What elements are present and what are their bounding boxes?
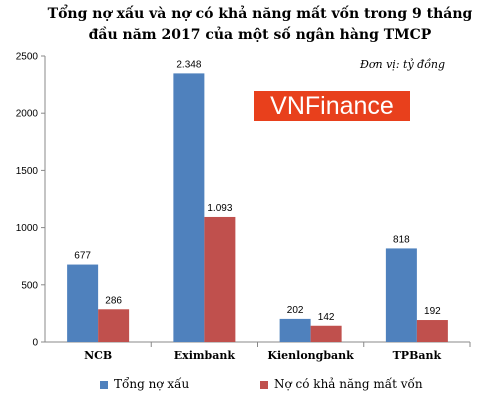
data-label: 677 — [74, 251, 91, 262]
chart-title: Tổng nợ xấu và nợ có khả năng mất vốn tr… — [47, 6, 473, 43]
bar-tong-no-xau — [67, 264, 99, 342]
bar-no-mat-von — [310, 325, 342, 342]
y-tick-label: 2500 — [16, 52, 39, 63]
data-label: 202 — [287, 305, 304, 316]
y-tick-label: 1000 — [16, 223, 39, 234]
data-label: 286 — [105, 295, 122, 306]
data-label: 2.348 — [176, 59, 201, 70]
bar-tong-no-xau — [279, 318, 311, 342]
bar-tong-no-xau — [385, 248, 417, 342]
vnfinance-logo: VNFinance — [254, 91, 410, 121]
legend-swatch-2 — [260, 380, 268, 389]
bar-no-mat-von — [204, 216, 236, 342]
x-category-label: TPBank — [393, 349, 442, 362]
y-tick-label: 2000 — [16, 109, 39, 120]
x-category-label: NCB — [84, 349, 112, 362]
bar-no-mat-von — [416, 320, 448, 342]
data-label: 818 — [393, 234, 410, 245]
legend-swatch-1 — [100, 380, 108, 389]
legend-label-2: Nợ có khả năng mất vốn — [274, 377, 423, 391]
x-category-label: Kienlongbank — [267, 349, 354, 362]
unit-note: Đơn vị: tỷ đồng — [360, 58, 446, 71]
legend-label-1: Tổng nợ xấu — [114, 377, 190, 391]
y-tick-label: 500 — [21, 280, 38, 291]
y-tick-label: 0 — [32, 338, 38, 349]
data-label: 1.093 — [207, 203, 232, 214]
data-label: 142 — [318, 312, 335, 323]
legend-item-2: Nợ có khả năng mất vốn — [260, 377, 423, 391]
data-label: 192 — [424, 306, 441, 317]
bar-no-mat-von — [98, 309, 130, 342]
y-tick-label: 1500 — [16, 166, 39, 177]
legend-item-1: Tổng nợ xấu — [100, 377, 189, 391]
bar-tong-no-xau — [173, 73, 205, 343]
x-category-label: Eximbank — [174, 349, 236, 362]
